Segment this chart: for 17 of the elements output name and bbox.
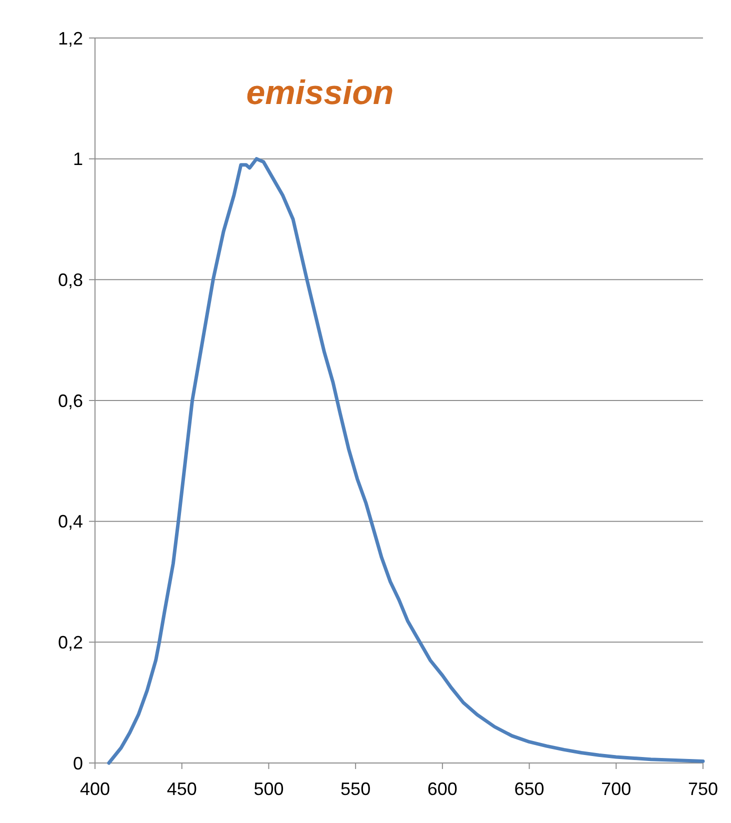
- x-tick-label: 550: [340, 779, 371, 799]
- text: emission: [246, 74, 394, 112]
- x-tick-label: 500: [254, 779, 284, 799]
- y-tick-label: 0,2: [58, 632, 83, 652]
- x-tick-label: 700: [601, 779, 632, 799]
- y-tick-label: 1,2: [58, 28, 83, 48]
- x-tick-label: 650: [514, 779, 544, 799]
- y-tick-label: 0,4: [58, 512, 83, 532]
- y-tick-label: 0,8: [58, 270, 83, 290]
- y-tick-label: 0,6: [58, 390, 83, 411]
- x-tick-label: 750: [688, 779, 718, 799]
- line-series: [107, 157, 705, 765]
- x-tick-label: 400: [80, 779, 110, 799]
- y-tick-label: 1: [72, 149, 83, 170]
- x-tick-label: 450: [166, 779, 197, 799]
- y-tick-label: 0: [72, 753, 83, 774]
- x-tick-label: 600: [427, 779, 458, 799]
